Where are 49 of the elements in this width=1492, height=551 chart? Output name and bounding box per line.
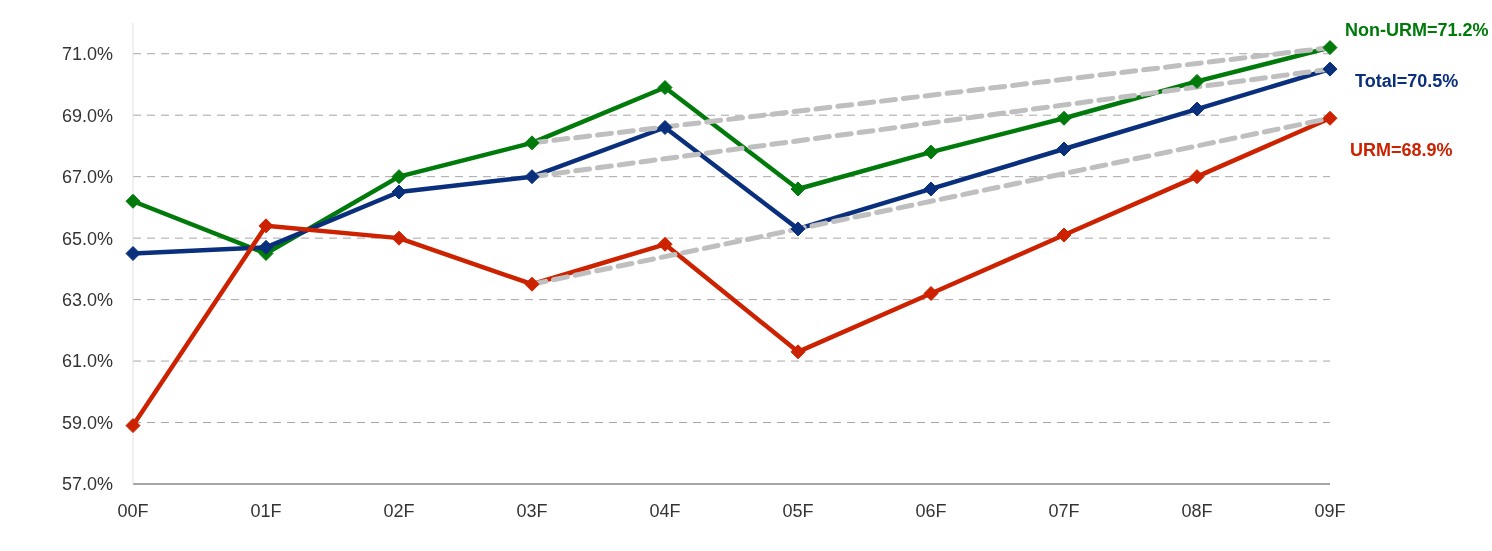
x-tick-label: 01F	[250, 500, 282, 521]
y-tick-label: 61.0%	[61, 351, 113, 372]
point	[258, 239, 274, 255]
point	[524, 169, 540, 185]
point	[1322, 110, 1338, 126]
point	[790, 221, 806, 237]
point	[125, 246, 141, 261]
point	[657, 236, 673, 252]
point	[524, 276, 540, 292]
point	[391, 169, 407, 185]
y-tick-label: 57.0%	[61, 474, 113, 495]
y-tick-label: 71.0%	[61, 44, 113, 65]
point	[1056, 110, 1072, 126]
y-tick-label: 59.0%	[61, 412, 113, 433]
point	[1189, 169, 1205, 185]
point	[258, 218, 274, 234]
annotation: Total=70.5%	[1355, 71, 1459, 92]
x-tick-label: 08F	[1181, 500, 1213, 521]
x-tick-label: 05F	[782, 500, 814, 521]
point	[125, 418, 141, 434]
x-tick-label: 06F	[915, 500, 947, 521]
point	[391, 230, 407, 246]
point	[923, 144, 939, 160]
point	[657, 80, 673, 96]
point	[790, 344, 806, 360]
point	[1322, 61, 1338, 77]
annotation: URM=68.9%	[1350, 140, 1453, 161]
point	[1189, 101, 1205, 117]
point	[657, 119, 673, 135]
x-tick-label: 02F	[383, 500, 415, 521]
point	[923, 285, 939, 301]
y-tick-label: 69.0%	[61, 105, 113, 126]
point	[1056, 227, 1072, 243]
point	[125, 193, 141, 209]
y-tick-label: 67.0%	[61, 167, 113, 188]
x-tick-label: 07F	[1048, 500, 1080, 521]
x-tick-label: 04F	[649, 500, 681, 521]
point	[524, 135, 540, 151]
point	[391, 184, 407, 200]
point	[790, 181, 806, 197]
point	[923, 181, 939, 197]
point	[1322, 40, 1338, 56]
annotation: Non-URM=71.2%	[1345, 19, 1489, 40]
x-tick-label: 09F	[1314, 500, 1346, 521]
y-tick-label: 65.0%	[61, 228, 113, 249]
x-tick-label: 00F	[117, 500, 149, 521]
x-tick-label: 03F	[516, 500, 548, 521]
point	[1056, 141, 1072, 157]
y-tick-label: 63.0%	[61, 289, 113, 310]
